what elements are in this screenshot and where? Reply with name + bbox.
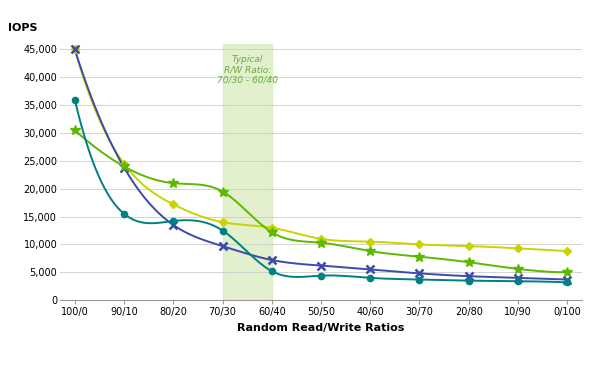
SSD A: [317, 237, 325, 241]
SSD B: [317, 264, 325, 268]
SSD D: [465, 279, 472, 283]
SSD B: [465, 274, 472, 279]
SSD B: [514, 276, 521, 280]
SSD D: [514, 279, 521, 283]
Line: SSD B: SSD B: [71, 46, 571, 283]
SSD D: [416, 277, 423, 282]
SSD A: [268, 225, 275, 230]
X-axis label: Random Read/Write Ratios: Random Read/Write Ratios: [238, 322, 404, 333]
SSD A: [170, 202, 177, 206]
SSD D: [219, 228, 226, 233]
Bar: [223, 44, 272, 300]
SSD B: [416, 271, 423, 276]
SSD C: [367, 249, 374, 253]
SSD A: [514, 246, 521, 250]
SSD C: [465, 260, 472, 265]
SSD B: [121, 165, 128, 170]
SSD D: [563, 280, 571, 284]
SSD A: [416, 242, 423, 247]
SSD C: [121, 164, 128, 169]
SSD B: [268, 258, 275, 262]
SSD A: [219, 220, 226, 224]
SSD A: [71, 47, 79, 52]
SSD B: [170, 223, 177, 227]
SSD B: [563, 277, 571, 282]
SSD A: [563, 249, 571, 253]
SSD C: [219, 189, 226, 194]
Line: SSD A: SSD A: [72, 47, 570, 254]
SSD B: [71, 47, 79, 52]
SSD C: [71, 128, 79, 132]
SSD B: [219, 244, 226, 248]
SSD A: [465, 244, 472, 248]
SSD D: [121, 212, 128, 216]
Text: IOPS: IOPS: [8, 23, 37, 33]
SSD D: [367, 276, 374, 280]
SSD D: [317, 273, 325, 278]
SSD D: [268, 269, 275, 273]
SSD A: [367, 239, 374, 244]
Text: Typical
R/W Ratio:
70/30 - 60/40: Typical R/W Ratio: 70/30 - 60/40: [217, 55, 278, 85]
SSD D: [71, 97, 79, 102]
SSD C: [563, 270, 571, 274]
SSD A: [121, 161, 128, 166]
SSD D: [170, 219, 177, 223]
SSD C: [317, 240, 325, 245]
SSD B: [367, 267, 374, 272]
SSD C: [416, 254, 423, 259]
SSD C: [170, 181, 177, 185]
Line: SSD D: SSD D: [71, 97, 571, 285]
SSD C: [268, 230, 275, 234]
Line: SSD C: SSD C: [70, 126, 572, 277]
SSD C: [514, 267, 521, 271]
